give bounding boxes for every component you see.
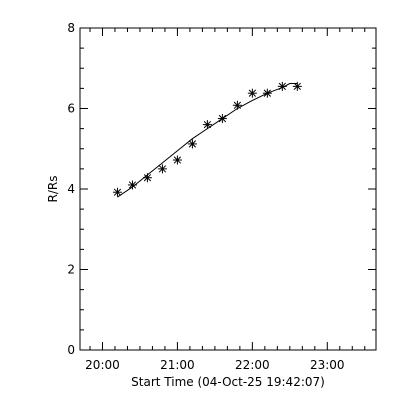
x-tick-label: 20:00: [85, 358, 120, 372]
y-tick-label: 6: [67, 102, 75, 116]
y-tick-label: 8: [67, 21, 75, 35]
y-tick-label: 0: [67, 343, 75, 357]
axis-tick-labels: 20:00 21:00 22:00 23:00 0 2 4 6 8: [67, 21, 344, 372]
x-axis-label: Start Time (04-Oct-25 19:42:07): [131, 375, 325, 389]
y-axis-label: R/Rs: [46, 176, 60, 203]
x-tick-label: 22:00: [235, 358, 270, 372]
x-tick-label: 23:00: [310, 358, 345, 372]
y-tick-label: 2: [67, 263, 75, 277]
data-point-asterisk: [247, 88, 257, 98]
data-point-asterisk: [202, 120, 212, 130]
data-point-asterisk: [172, 155, 182, 165]
data-point-asterisk: [157, 164, 167, 174]
axis-ticks: [80, 27, 376, 351]
plot-frame: [79, 27, 377, 351]
series-layer: [112, 81, 302, 198]
data-point-asterisk: [187, 139, 197, 149]
y-tick-label: 4: [67, 182, 75, 196]
data-point-asterisk: [112, 187, 122, 197]
fit-line: [117, 83, 298, 198]
x-tick-label: 21:00: [160, 358, 195, 372]
